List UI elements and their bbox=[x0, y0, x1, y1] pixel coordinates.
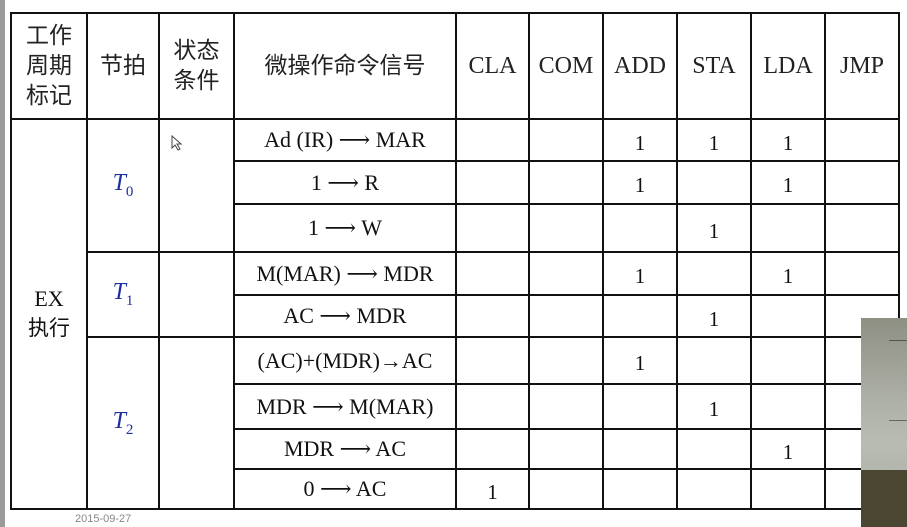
signal-cell: 1 bbox=[602, 118, 678, 162]
header-cycle: 工作周期标记 bbox=[10, 12, 88, 120]
micro-op-cell: Ad (IR) ⟶ MAR bbox=[233, 118, 457, 162]
beat-label: T1 bbox=[112, 279, 134, 309]
micro-op-cell: 1 ⟶ R bbox=[233, 160, 457, 205]
condition-cell bbox=[158, 251, 235, 338]
signal-cell bbox=[602, 468, 678, 510]
signal-cell bbox=[750, 468, 826, 510]
micro-op-cell: MDR ⟶ M(MAR) bbox=[233, 383, 457, 430]
signal-cell: 1 bbox=[750, 428, 826, 470]
signal-cell: 1 bbox=[676, 118, 752, 162]
signal-cell bbox=[455, 251, 530, 296]
signal-cell bbox=[676, 428, 752, 470]
table-row: 1 ⟶ R 1 1 bbox=[11, 160, 900, 205]
header-condition: 状态条件 bbox=[158, 12, 235, 120]
beat-cell: T2 bbox=[86, 336, 160, 510]
signal-cell: 1 bbox=[750, 160, 826, 205]
signal-cell bbox=[750, 203, 826, 253]
micro-op-cell: (AC)+(MDR)→AC bbox=[233, 336, 457, 385]
signal-cell bbox=[676, 160, 752, 205]
signal-cell bbox=[528, 251, 604, 296]
condition-cell bbox=[158, 118, 235, 253]
signal-cell bbox=[602, 428, 678, 470]
header-cla: CLA bbox=[455, 12, 530, 120]
signal-cell: 1 bbox=[602, 251, 678, 296]
signal-cell bbox=[750, 294, 826, 338]
signal-cell: 1 bbox=[676, 383, 752, 430]
signal-cell bbox=[602, 294, 678, 338]
signal-cell bbox=[455, 294, 530, 338]
header-sta: STA bbox=[676, 12, 752, 120]
signal-cell: 1 bbox=[602, 336, 678, 385]
webcam-overlay bbox=[861, 318, 907, 527]
signal-cell bbox=[676, 251, 752, 296]
micro-op-cell: 0 ⟶ AC bbox=[233, 468, 457, 510]
signal-cell bbox=[602, 383, 678, 430]
signal-cell bbox=[676, 336, 752, 385]
signal-cell bbox=[750, 336, 826, 385]
micro-op-cell: 1 ⟶ W bbox=[233, 203, 457, 253]
signal-cell bbox=[455, 383, 530, 430]
signal-cell bbox=[602, 203, 678, 253]
beat-cell: T1 bbox=[86, 251, 160, 338]
header-micro-op: 微操作命令信号 bbox=[233, 12, 457, 120]
left-edge bbox=[0, 0, 5, 527]
table-row: EX 执行 T0 Ad (IR) ⟶ MAR 1 1 1 bbox=[10, 118, 900, 510]
table-row: 1 ⟶ W 1 bbox=[11, 203, 900, 253]
beat-label: T2 bbox=[112, 407, 134, 438]
table-row: T2 (AC)+(MDR)→AC 1 bbox=[11, 336, 900, 510]
signal-cell bbox=[824, 203, 900, 253]
header-com: COM bbox=[528, 12, 604, 120]
beat-cell: T0 bbox=[86, 118, 160, 253]
cycle-label-en: EX bbox=[34, 286, 64, 311]
beat-label: T0 bbox=[112, 170, 134, 200]
condition-cell bbox=[158, 336, 235, 510]
signal-cell bbox=[824, 118, 900, 162]
signal-cell: 1 bbox=[676, 203, 752, 253]
micro-op-cell: AC ⟶ MDR bbox=[233, 294, 457, 338]
header-beat: 节拍 bbox=[86, 12, 160, 120]
cycle-label-cn: 执行 bbox=[28, 316, 70, 340]
signal-cell: 1 bbox=[676, 294, 752, 338]
signal-cell bbox=[455, 118, 530, 162]
signal-cell bbox=[676, 468, 752, 510]
signal-cell: 1 bbox=[750, 118, 826, 162]
signal-cell bbox=[528, 428, 604, 470]
table-row: T1 M(MAR) ⟶ MDR 1 1 bbox=[11, 251, 900, 338]
table-row: 0 ⟶ AC 1 bbox=[11, 468, 900, 510]
signal-cell bbox=[528, 336, 604, 385]
header-row: 工作周期标记 节拍 状态条件 微操作命令信号 CLA COM ADD STA L… bbox=[10, 12, 900, 120]
signal-cell bbox=[455, 160, 530, 205]
micro-op-cell: M(MAR) ⟶ MDR bbox=[233, 251, 457, 296]
signal-cell bbox=[750, 383, 826, 430]
header-lda: LDA bbox=[750, 12, 826, 120]
signal-cell bbox=[528, 118, 604, 162]
signal-cell bbox=[824, 251, 900, 296]
signal-cell: 1 bbox=[455, 468, 530, 510]
signal-cell bbox=[528, 203, 604, 253]
signal-cell bbox=[528, 383, 604, 430]
cycle-cell: EX 执行 bbox=[10, 118, 88, 510]
signal-cell: 1 bbox=[602, 160, 678, 205]
header-jmp: JMP bbox=[824, 12, 900, 120]
header-add: ADD bbox=[602, 12, 678, 120]
mouse-cursor-icon bbox=[171, 135, 183, 151]
micro-op-cell: MDR ⟶ AC bbox=[233, 428, 457, 470]
signal-cell: 1 bbox=[750, 251, 826, 296]
signal-cell bbox=[528, 294, 604, 338]
slide-date: 2015-09-27 bbox=[75, 513, 132, 525]
signal-cell bbox=[455, 428, 530, 470]
micro-op-table: 工作周期标记 节拍 状态条件 微操作命令信号 CLA COM ADD STA L… bbox=[10, 12, 900, 510]
signal-cell bbox=[455, 203, 530, 253]
signal-cell bbox=[528, 160, 604, 205]
signal-cell bbox=[455, 336, 530, 385]
signal-cell bbox=[528, 468, 604, 510]
signal-cell bbox=[824, 160, 900, 205]
